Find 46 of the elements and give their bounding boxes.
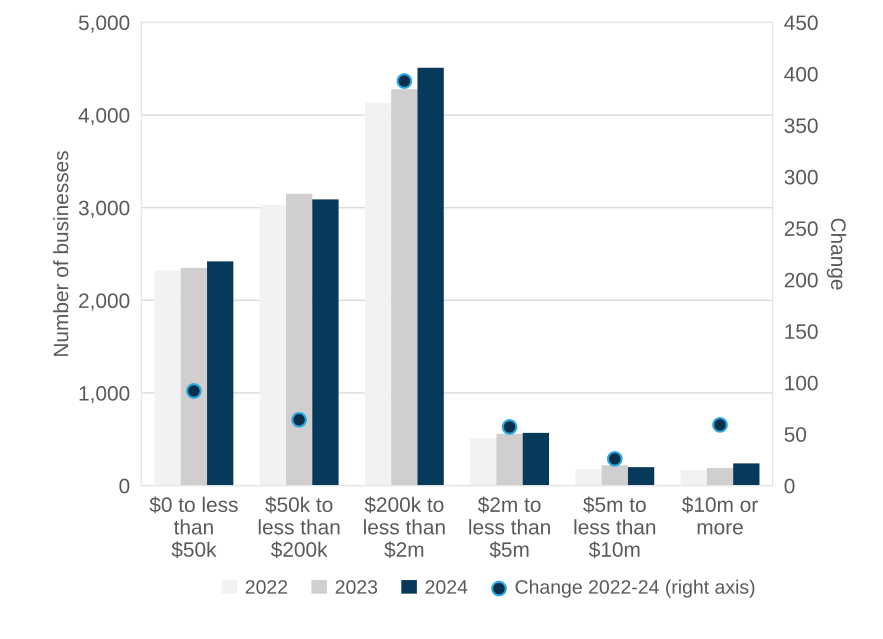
y-tick-label: 1,000 [80, 386, 130, 404]
y2-tick-label: 0 [784, 478, 795, 494]
y2-tick-label: 450 [784, 15, 818, 30]
bar [312, 199, 339, 486]
bar [602, 465, 628, 486]
point [186, 383, 202, 399]
bar [417, 68, 444, 486]
y-tick-label: 3,000 [78, 200, 130, 218]
point [502, 419, 518, 435]
y2-tick-label: 100 [785, 376, 818, 390]
bar [391, 89, 418, 486]
y2-axis-title: Change [826, 218, 846, 290]
legend-label: Change 2022-24 (right axis) [516, 580, 754, 598]
y-tick-label: 2,000 [79, 293, 130, 311]
y2-tick-label: 200 [784, 272, 818, 288]
y2-tick-label: 250 [784, 221, 818, 236]
y2-tick-label: 150 [785, 324, 818, 339]
x-tick-label: $10m or more [682, 496, 758, 534]
y2-tick-label: 350 [784, 118, 818, 134]
y-axis-title: Number of businesses [53, 151, 68, 356]
y-tick-label: 0 [119, 478, 130, 494]
x-tick-label: $2m to less than $5m [469, 496, 550, 558]
bar [733, 463, 760, 486]
legend-label: 2024 [426, 580, 468, 594]
bar [207, 261, 234, 486]
point [712, 417, 728, 433]
legend-label: 2023 [336, 580, 378, 594]
point [606, 451, 623, 467]
bar [628, 467, 654, 486]
point [396, 73, 412, 89]
x-tick-label: $50k to less than $200k [258, 496, 340, 558]
legend-label: 2022 [246, 580, 288, 594]
y-tick-label: 5,000 [78, 15, 130, 33]
y2-tick-label: 50 [784, 427, 806, 442]
bar [180, 268, 208, 486]
x-tick-label: $5m to less than $10m [574, 496, 656, 558]
x-tick-label: $0 to less than $50k [150, 496, 238, 558]
bar [522, 432, 550, 486]
y-tick-label: 4,000 [78, 108, 130, 126]
y2-tick-label: 400 [784, 66, 818, 82]
bar [286, 194, 312, 486]
point [291, 412, 307, 428]
bar [706, 468, 734, 486]
bar [496, 434, 523, 486]
y2-tick-label: 300 [784, 170, 818, 185]
x-tick-label: $200k to less than $2m [364, 496, 445, 558]
